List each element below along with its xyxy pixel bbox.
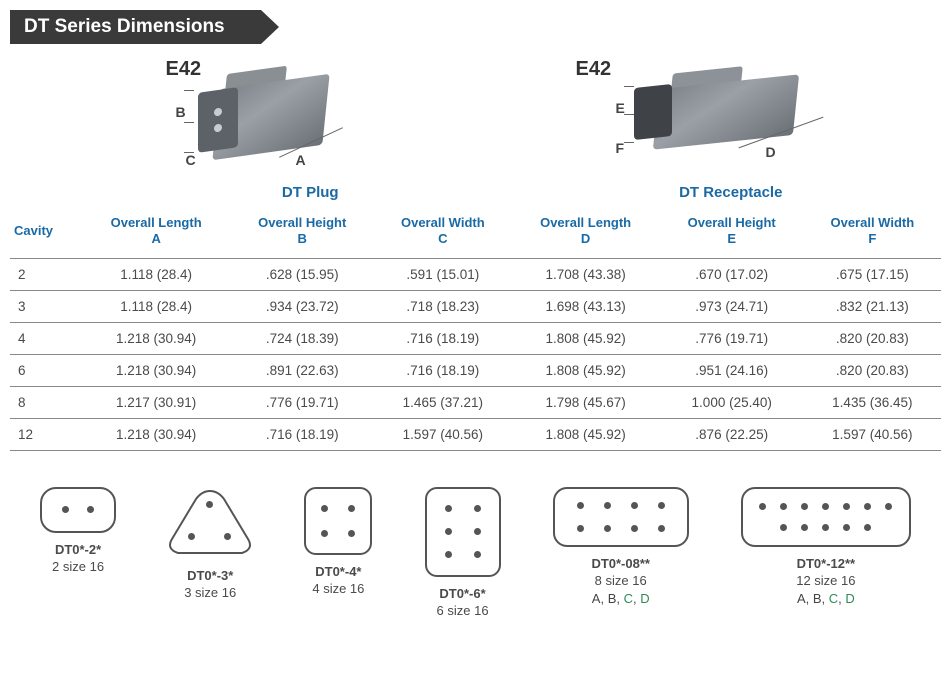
cell-F: .675 (17.15) — [804, 258, 941, 290]
dim-label-B: B — [176, 104, 186, 120]
section-banner: DT Series Dimensions — [10, 10, 261, 44]
cell-B: .934 (23.72) — [230, 290, 374, 322]
dim-label-A: A — [296, 152, 306, 168]
col-F: Overall WidthF — [804, 207, 941, 258]
pinout-2: DT0*-2*2 size 16 — [40, 487, 116, 576]
cell-F: .832 (21.13) — [804, 290, 941, 322]
table-row: 41.218 (30.94).724 (18.39).716 (18.19)1.… — [10, 322, 941, 354]
col-D: Overall LengthD — [511, 207, 659, 258]
cell-D: 1.808 (45.92) — [511, 418, 659, 450]
cell-B: .716 (18.19) — [230, 418, 374, 450]
pinout-shape — [304, 487, 372, 555]
pinout-row: DT0*-2*2 size 16 DT0*-3*3 size 16 DT0*-4*4… — [10, 487, 941, 620]
cell-F: .820 (20.83) — [804, 354, 941, 386]
cell-D: 1.808 (45.92) — [511, 322, 659, 354]
cell-C: 1.465 (37.21) — [374, 386, 511, 418]
plug-code: E42 — [166, 58, 202, 81]
pinout-12: DT0*-12**12 size 16A, B, C, D — [741, 487, 911, 608]
cell-B: .891 (22.63) — [230, 354, 374, 386]
cell-cavity: 4 — [10, 322, 82, 354]
cell-E: .876 (22.25) — [660, 418, 804, 450]
pinout-label: DT0*-3*3 size 16 — [184, 567, 236, 602]
cell-C: .718 (18.23) — [374, 290, 511, 322]
cell-A: 1.218 (30.94) — [82, 322, 230, 354]
pinout-label: DT0*-6*6 size 16 — [437, 585, 489, 620]
cell-cavity: 12 — [10, 418, 82, 450]
cell-C: 1.597 (40.56) — [374, 418, 511, 450]
cell-E: .670 (17.02) — [660, 258, 804, 290]
pinout-3: DT0*-3*3 size 16 — [168, 487, 252, 602]
pinout-6: DT0*-6*6 size 16 — [425, 487, 501, 620]
cell-F: .820 (20.83) — [804, 322, 941, 354]
cell-E: .973 (24.71) — [660, 290, 804, 322]
cell-cavity: 2 — [10, 258, 82, 290]
cell-B: .776 (19.71) — [230, 386, 374, 418]
pinout-8: DT0*-08**8 size 16A, B, C, D — [553, 487, 689, 608]
cell-E: .776 (19.71) — [660, 322, 804, 354]
table-row: 21.118 (28.4).628 (15.95).591 (15.01)1.7… — [10, 258, 941, 290]
illustration-row: E42 B C A E42 E F D — [10, 52, 941, 182]
pinout-shape — [741, 487, 911, 547]
cell-C: .716 (18.19) — [374, 322, 511, 354]
receptacle-header: DT Receptacle — [521, 184, 942, 201]
dim-label-C: C — [186, 152, 196, 168]
col-E: Overall HeightE — [660, 207, 804, 258]
cell-C: .716 (18.19) — [374, 354, 511, 386]
pinout-label: DT0*-08**8 size 16A, B, C, D — [591, 555, 650, 608]
cell-E: .951 (24.16) — [660, 354, 804, 386]
cell-B: .724 (18.39) — [230, 322, 374, 354]
cell-A: 1.118 (28.4) — [82, 258, 230, 290]
dim-label-D: D — [766, 144, 776, 160]
pinout-label: DT0*-4*4 size 16 — [312, 563, 364, 598]
receptacle-code: E42 — [576, 58, 612, 81]
col-cavity: Cavity — [10, 207, 82, 258]
pinout-shape — [425, 487, 501, 577]
plug-illustration: E42 B C A — [126, 52, 366, 182]
plug-header: DT Plug — [100, 184, 521, 201]
pinout-label: DT0*-2*2 size 16 — [52, 541, 104, 576]
cell-A: 1.218 (30.94) — [82, 418, 230, 450]
pinout-label: DT0*-12**12 size 16A, B, C, D — [796, 555, 855, 608]
cell-cavity: 3 — [10, 290, 82, 322]
cell-D: 1.798 (45.67) — [511, 386, 659, 418]
cell-A: 1.218 (30.94) — [82, 354, 230, 386]
cell-E: 1.000 (25.40) — [660, 386, 804, 418]
section-labels: DT Plug DT Receptacle — [10, 184, 941, 201]
col-C: Overall WidthC — [374, 207, 511, 258]
table-row: 121.218 (30.94).716 (18.19)1.597 (40.56)… — [10, 418, 941, 450]
table-row: 31.118 (28.4).934 (23.72).718 (18.23)1.6… — [10, 290, 941, 322]
cell-A: 1.118 (28.4) — [82, 290, 230, 322]
cell-D: 1.698 (43.13) — [511, 290, 659, 322]
pinout-4: DT0*-4*4 size 16 — [304, 487, 372, 598]
pinout-shape — [40, 487, 116, 533]
cell-C: .591 (15.01) — [374, 258, 511, 290]
col-A: Overall LengthA — [82, 207, 230, 258]
receptacle-illustration: E42 E F D — [586, 52, 826, 182]
pinout-shape — [168, 487, 252, 559]
cell-D: 1.708 (43.38) — [511, 258, 659, 290]
dim-label-E: E — [616, 100, 625, 116]
dim-label-F: F — [616, 140, 625, 156]
cell-F: 1.597 (40.56) — [804, 418, 941, 450]
table-row: 81.217 (30.91).776 (19.71)1.465 (37.21)1… — [10, 386, 941, 418]
table-row: 61.218 (30.94).891 (22.63).716 (18.19)1.… — [10, 354, 941, 386]
cell-A: 1.217 (30.91) — [82, 386, 230, 418]
pinout-shape — [553, 487, 689, 547]
cell-cavity: 8 — [10, 386, 82, 418]
cell-cavity: 6 — [10, 354, 82, 386]
cell-B: .628 (15.95) — [230, 258, 374, 290]
dimensions-table: Cavity Overall LengthA Overall HeightB O… — [10, 207, 941, 451]
col-B: Overall HeightB — [230, 207, 374, 258]
cell-D: 1.808 (45.92) — [511, 354, 659, 386]
cell-F: 1.435 (36.45) — [804, 386, 941, 418]
